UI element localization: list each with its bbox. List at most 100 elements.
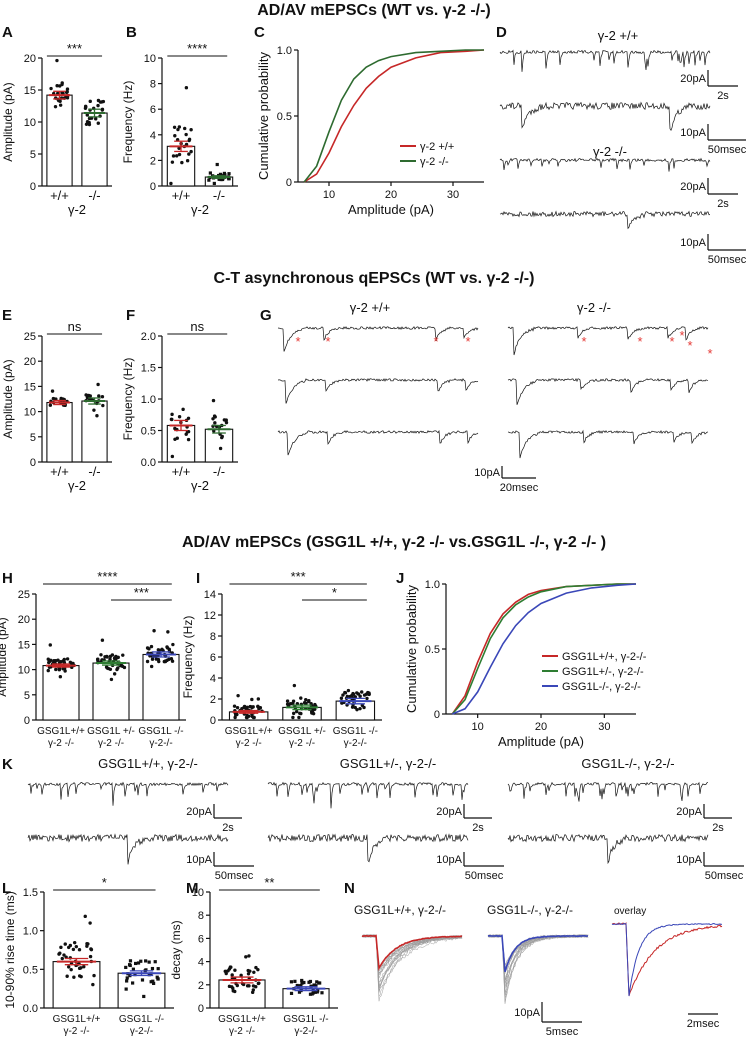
- data-point: [92, 973, 96, 978]
- y-tick-label: 0: [150, 181, 156, 193]
- data-point: [57, 98, 61, 103]
- data-point: [145, 659, 150, 664]
- category-label: γ-2 -/-: [229, 1026, 255, 1037]
- data-point: [220, 435, 224, 440]
- category-label: γ-2 -/-: [289, 738, 315, 749]
- data-point: [304, 697, 308, 702]
- data-point: [77, 947, 82, 952]
- x-axis-label: Amplitude (pA): [498, 734, 584, 749]
- trace-label-overlay: overlay: [614, 906, 646, 917]
- category-label: +/+: [172, 464, 191, 479]
- data-point: [113, 657, 117, 661]
- data-point: [88, 99, 92, 104]
- data-point: [311, 988, 315, 992]
- data-point: [125, 976, 129, 980]
- data-point: [74, 944, 79, 949]
- data-point: [65, 96, 70, 100]
- data-point: [136, 961, 141, 965]
- data-point: [307, 980, 311, 984]
- data-point: [147, 960, 151, 964]
- data-point: [95, 414, 99, 418]
- data-point: [59, 396, 63, 401]
- bar: [92, 662, 130, 721]
- data-point: [293, 979, 297, 983]
- y-tick-label: 8: [210, 631, 216, 643]
- data-point: [151, 979, 155, 983]
- panel-letter-b: B: [126, 24, 137, 41]
- y-tick-label: 2: [150, 155, 156, 167]
- legend-label: GSG1L+/+, γ-2-/-: [562, 651, 647, 663]
- data-point: [58, 103, 63, 107]
- data-point: [318, 981, 322, 985]
- trace-d4: [499, 210, 711, 230]
- category-label: +/+: [50, 188, 69, 203]
- scale-label-time: 2msec: [687, 1018, 720, 1030]
- data-point: [218, 446, 223, 451]
- epsc-trace: [611, 921, 723, 997]
- data-point: [187, 138, 191, 143]
- y-tick-label: 0.0: [141, 457, 156, 469]
- category-label: γ-2-/-: [344, 738, 367, 749]
- data-point: [92, 408, 96, 412]
- category-label: GSG1L+/+: [218, 1014, 266, 1025]
- group-label: γ-2: [68, 478, 86, 493]
- panel-letter-l: L: [2, 880, 12, 897]
- category-label: γ-2-/-: [294, 1026, 317, 1037]
- data-point: [224, 418, 228, 422]
- scale-label-amplitude: 10pA: [186, 854, 212, 866]
- data-point: [240, 707, 244, 711]
- trace-k-top: [507, 781, 709, 802]
- data-point: [48, 403, 53, 407]
- data-point: [288, 702, 293, 706]
- data-point: [254, 965, 258, 970]
- data-point: [63, 669, 67, 673]
- y-tick-label: 0: [30, 181, 36, 193]
- data-point: [77, 966, 82, 971]
- scale-label-time: 50msec: [465, 870, 504, 882]
- legend-label: GSG1L-/-, γ-2-/-: [562, 681, 641, 693]
- y-tick-label: 15: [18, 639, 30, 651]
- category-label: GSG1L -/-: [283, 1014, 328, 1025]
- chart-c-cumulative: 0 0.5 1.0 10 20 30 Amplitude (pA) Cumulative pr…: [256, 45, 485, 217]
- y-tick-label: 10: [18, 665, 30, 677]
- data-point: [211, 398, 216, 403]
- data-point: [208, 171, 212, 175]
- y-tick-label: 1.0: [425, 579, 440, 591]
- data-point: [235, 705, 240, 710]
- y-tick-label: 0.5: [425, 644, 440, 656]
- traces-k: GSG1L+/+, γ-2-/-20pA2s10pA50msecGSG1L+/-…: [27, 756, 744, 882]
- data-point: [212, 181, 216, 186]
- data-point: [244, 715, 249, 720]
- y-tick-label: 0: [24, 715, 30, 727]
- data-point: [127, 963, 132, 967]
- data-point: [299, 696, 303, 700]
- x-tick-label: 30: [598, 721, 610, 733]
- data-point: [155, 975, 159, 979]
- data-point: [84, 393, 88, 397]
- category-label: +/+: [172, 188, 191, 203]
- data-point: [128, 959, 133, 963]
- data-point: [186, 437, 191, 442]
- y-tick-label: 5: [24, 690, 30, 702]
- panel-letter-f: F: [126, 307, 136, 324]
- category-label: γ-2 -/-: [48, 738, 74, 749]
- data-point: [297, 715, 301, 720]
- data-point: [358, 706, 362, 711]
- data-point: [172, 125, 177, 129]
- category-label: -/-: [213, 464, 225, 479]
- significance-label: ****: [187, 41, 207, 56]
- event-marker: *: [679, 328, 684, 343]
- data-point: [72, 975, 76, 979]
- scale-label-time: 20msec: [500, 482, 539, 494]
- data-point: [235, 983, 240, 988]
- scale-label-amplitude: 10pA: [680, 237, 706, 249]
- event-marker: *: [637, 334, 642, 349]
- data-point: [68, 660, 73, 665]
- scale-label-time: 2s: [472, 822, 484, 834]
- y-tick-label: 15: [24, 85, 36, 97]
- data-point: [166, 630, 170, 634]
- data-point: [299, 983, 303, 988]
- significance-label: *: [332, 585, 337, 600]
